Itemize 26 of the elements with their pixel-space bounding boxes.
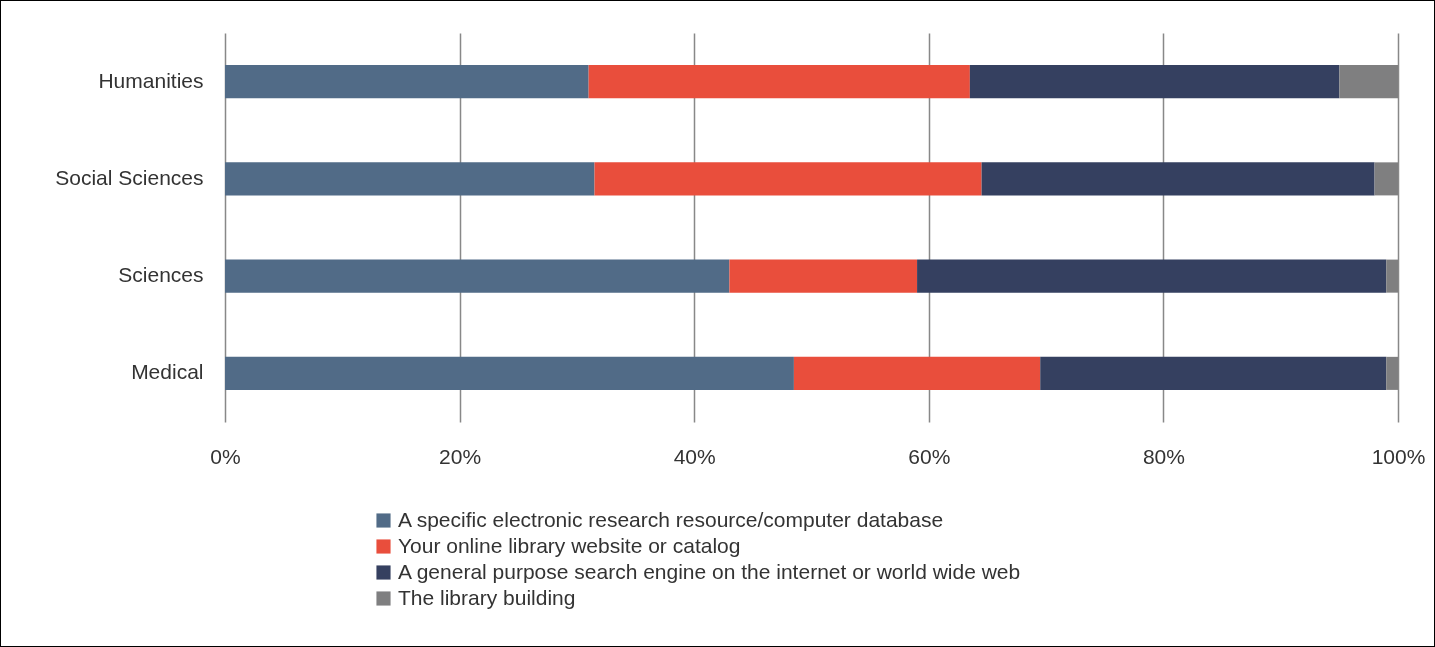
x-tick-label: 80% — [1142, 444, 1185, 468]
bar — [225, 259, 730, 293]
bar — [917, 259, 1387, 293]
bar — [225, 356, 794, 390]
x-tick-label: 60% — [908, 444, 951, 468]
legend-label: A general purpose search engine on the internet or world wide web — [398, 559, 1021, 583]
bar — [729, 259, 918, 293]
y-tick-label: Medical — [131, 360, 204, 384]
bar — [793, 356, 1041, 390]
bar — [225, 162, 595, 196]
x-tick-label: 0% — [210, 444, 241, 468]
y-tick-label: Sciences — [118, 263, 204, 287]
bar — [969, 65, 1340, 99]
x-tick-label: 40% — [673, 444, 716, 468]
bar — [1040, 356, 1387, 390]
bar — [588, 65, 970, 99]
bar — [225, 65, 589, 99]
y-tick-label: Humanities — [98, 68, 204, 92]
x-tick-label: 20% — [439, 444, 482, 468]
bar — [594, 162, 982, 196]
x-tick-label: 100% — [1371, 444, 1426, 468]
legend-label: A specific electronic research resource/computer database — [398, 507, 944, 531]
legend-label: Your online library website or catalog — [398, 533, 741, 557]
legend-label: The library building — [398, 585, 576, 609]
y-tick-label: Social Sciences — [55, 165, 204, 189]
bar — [981, 162, 1375, 196]
